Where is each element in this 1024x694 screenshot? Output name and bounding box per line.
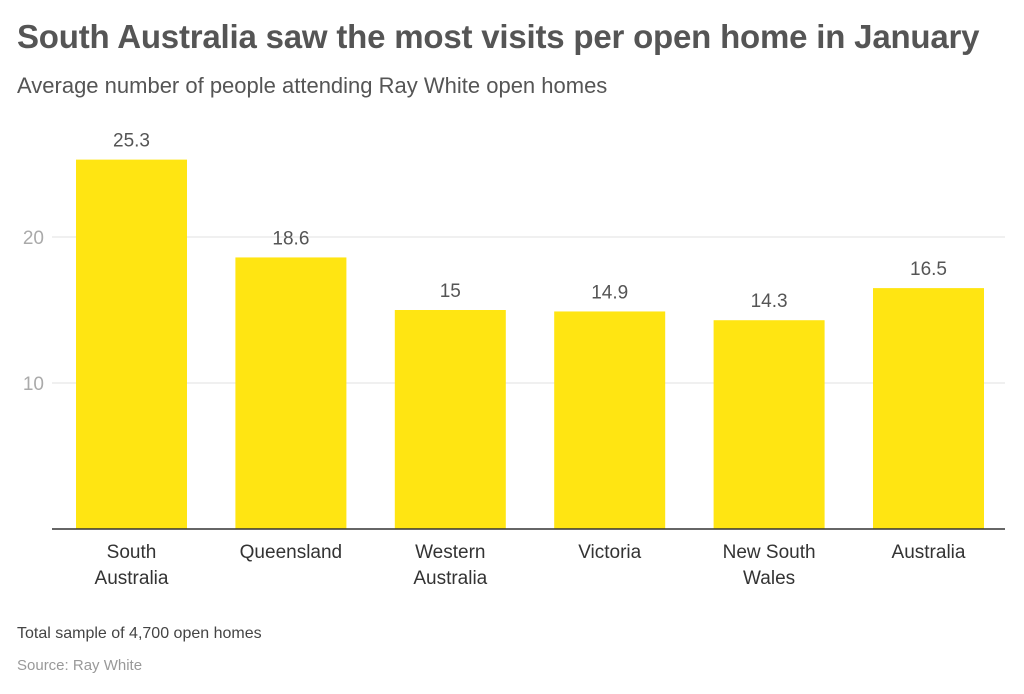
x-tick-label: Wales — [743, 568, 795, 589]
data-label: 14.9 — [591, 282, 628, 303]
bar — [394, 310, 506, 529]
x-tick-label: Victoria — [578, 542, 641, 563]
x-tick-label: Australia — [413, 568, 487, 589]
bar — [713, 320, 825, 529]
x-tick-label: Australia — [95, 568, 169, 589]
data-label: 15 — [440, 281, 461, 302]
bar — [76, 159, 187, 529]
bar — [554, 311, 666, 529]
x-tick-label: New South — [723, 542, 816, 563]
data-label: 18.6 — [272, 228, 309, 249]
x-tick-label: Australia — [892, 542, 966, 563]
x-tick-label: South — [107, 542, 157, 563]
data-label: 25.3 — [113, 131, 150, 152]
chart-title: South Australia saw the most visits per … — [17, 18, 980, 55]
bar — [873, 288, 984, 529]
y-tick-label: 10 — [23, 374, 44, 395]
chart-subtitle: Average number of people attending Ray W… — [17, 73, 608, 98]
chart-source: Source: Ray White — [17, 657, 143, 674]
x-tick-label: Western — [415, 542, 485, 563]
chart-note: Total sample of 4,700 open homes — [17, 625, 262, 642]
data-label: 16.5 — [910, 259, 947, 280]
y-tick-label: 20 — [23, 228, 44, 249]
data-label: 14.3 — [751, 291, 788, 312]
bar — [235, 257, 347, 529]
x-tick-label: Queensland — [240, 542, 342, 563]
